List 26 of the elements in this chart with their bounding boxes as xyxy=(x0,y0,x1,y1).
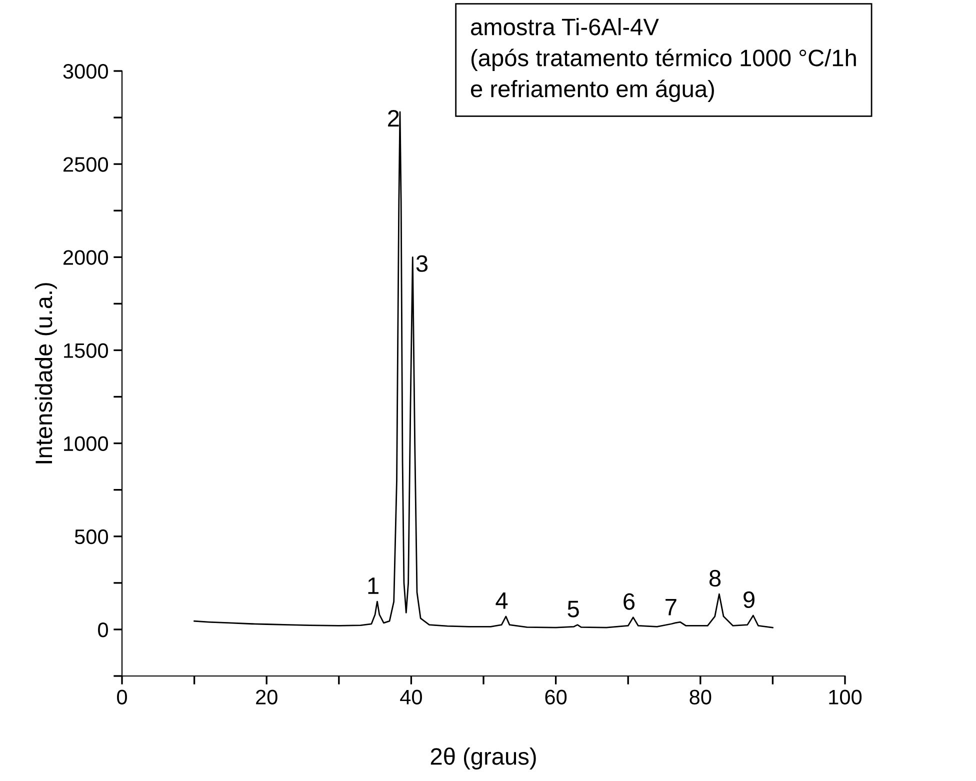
y-tick-label: 500 xyxy=(74,529,108,544)
x-tick-label: 100 xyxy=(829,690,862,704)
annotation: 2 xyxy=(388,110,399,126)
annotation: 3 xyxy=(416,255,428,272)
x-tick-label: 0 xyxy=(117,690,127,704)
y-tick-label: 0 xyxy=(98,622,108,638)
annotation: 9 xyxy=(744,591,754,608)
annotation: 7 xyxy=(666,599,676,616)
annotation: amostra Ti-6Al-4V (após tratamento térmico 1000 °C/1h e refriamento em água) xyxy=(471,18,856,102)
y-tick-label: 2000 xyxy=(64,250,108,265)
annotation: 6 xyxy=(624,593,635,610)
x-tick-label: 40 xyxy=(400,690,422,704)
y-tick-label: 3000 xyxy=(63,64,108,79)
x-tick-label: 60 xyxy=(545,690,567,704)
line-series xyxy=(194,111,774,628)
y-tick-label: 2500 xyxy=(64,157,108,172)
y-axis-title: Intensidade (u.a.) xyxy=(34,283,57,464)
annotation: 4 xyxy=(496,592,508,609)
x-tick-label: 80 xyxy=(690,690,712,704)
annotation: 1 xyxy=(368,578,378,594)
y-tick-label: 1500 xyxy=(64,343,108,358)
annotation: 8 xyxy=(709,570,721,587)
annotation: 5 xyxy=(568,600,579,618)
y-tick-label: 1000 xyxy=(64,436,108,452)
x-tick-label: 20 xyxy=(256,690,278,704)
x-axis-title: 2θ (graus) xyxy=(430,748,536,770)
